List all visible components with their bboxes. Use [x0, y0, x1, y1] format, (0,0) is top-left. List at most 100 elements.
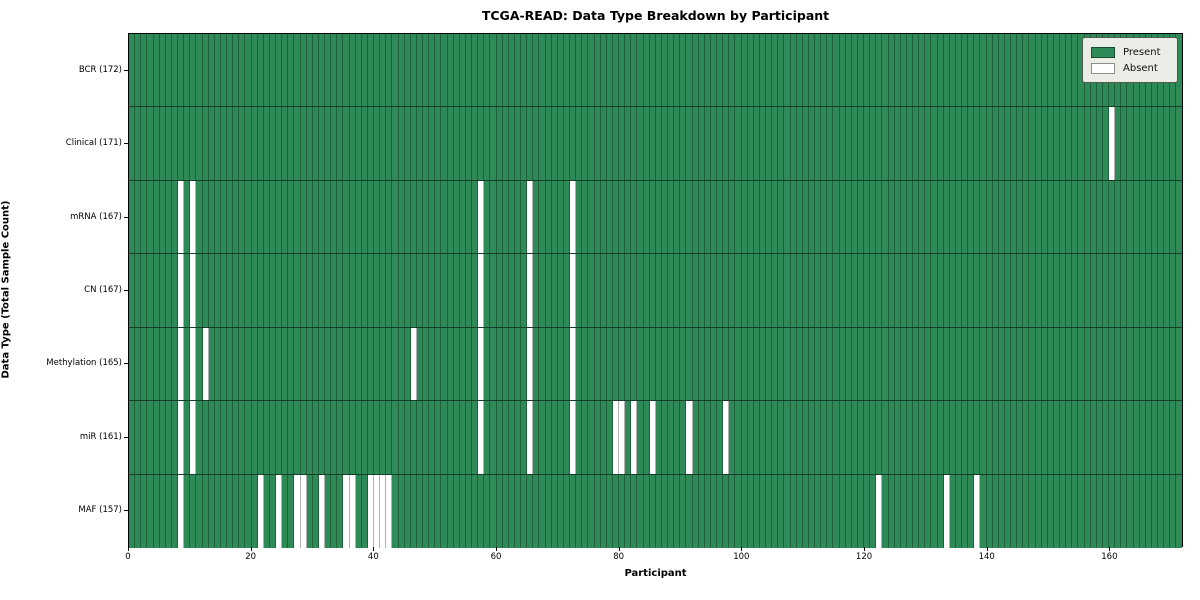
present-cell [423, 401, 430, 474]
present-cell [545, 474, 552, 548]
present-cell [919, 401, 926, 474]
present-cell [196, 474, 203, 548]
present-cell [129, 34, 136, 107]
present-cell [704, 34, 711, 107]
present-cell [827, 474, 834, 548]
present-cell [845, 401, 852, 474]
present-cell [202, 474, 209, 548]
present-cell [686, 474, 693, 548]
absent-cell [178, 327, 185, 401]
present-cell [808, 474, 815, 548]
present-cell [588, 254, 595, 327]
heatmap-row [129, 401, 1182, 475]
present-cell [214, 327, 221, 401]
present-cell [992, 180, 999, 254]
present-cell [1017, 107, 1024, 180]
present-cell [808, 180, 815, 254]
present-cell [1017, 34, 1024, 107]
present-cell [735, 34, 742, 107]
present-cell [233, 401, 240, 474]
present-cell [723, 327, 730, 401]
present-cell [465, 34, 472, 107]
present-cell [306, 107, 313, 180]
present-cell [790, 180, 797, 254]
present-cell [796, 474, 803, 548]
present-cell [214, 34, 221, 107]
present-cell [300, 107, 307, 180]
absent-cell [178, 254, 185, 327]
present-cell [502, 107, 509, 180]
present-cell [870, 34, 877, 107]
present-cell [251, 327, 258, 401]
legend: Present Absent [1082, 37, 1178, 83]
present-cell [980, 107, 987, 180]
present-cell [815, 401, 822, 474]
present-cell [876, 107, 883, 180]
present-cell [1066, 254, 1073, 327]
present-cell [710, 34, 717, 107]
present-cell [392, 401, 399, 474]
present-cell [1072, 474, 1079, 548]
present-cell [882, 254, 889, 327]
present-cell [686, 180, 693, 254]
present-cell [710, 327, 717, 401]
present-cell [1127, 474, 1134, 548]
present-cell [459, 34, 466, 107]
present-cell [490, 401, 497, 474]
present-cell [692, 401, 699, 474]
present-cell [563, 34, 570, 107]
absent-cell [570, 401, 577, 474]
present-cell [876, 34, 883, 107]
present-cell [913, 401, 920, 474]
present-cell [900, 107, 907, 180]
present-cell [1158, 401, 1165, 474]
present-cell [153, 327, 160, 401]
present-cell [551, 180, 558, 254]
absent-cell [202, 327, 209, 401]
present-cell [355, 474, 362, 548]
present-cell [735, 401, 742, 474]
present-cell [796, 401, 803, 474]
present-cell [1170, 401, 1177, 474]
present-cell [735, 474, 742, 548]
present-cell [306, 180, 313, 254]
present-cell [508, 34, 515, 107]
present-cell [233, 34, 240, 107]
present-cell [1176, 180, 1182, 254]
present-cell [919, 327, 926, 401]
present-cell [300, 401, 307, 474]
present-cell [710, 401, 717, 474]
present-cell [974, 34, 981, 107]
present-cell [735, 254, 742, 327]
present-cell [1011, 327, 1018, 401]
present-cell [135, 254, 142, 327]
present-cell [447, 107, 454, 180]
present-cell [612, 254, 619, 327]
present-cell [668, 401, 675, 474]
present-cell [661, 107, 668, 180]
present-cell [704, 401, 711, 474]
present-cell [576, 327, 583, 401]
present-cell [1072, 107, 1079, 180]
present-cell [870, 107, 877, 180]
present-cell [472, 327, 479, 401]
present-cell [802, 474, 809, 548]
present-cell [239, 107, 246, 180]
present-cell [1072, 180, 1079, 254]
present-cell [827, 327, 834, 401]
present-cell [698, 401, 705, 474]
present-cell [239, 254, 246, 327]
present-cell [502, 180, 509, 254]
present-cell [900, 327, 907, 401]
present-cell [1121, 401, 1128, 474]
present-cell [508, 254, 515, 327]
present-cell [220, 474, 227, 548]
present-cell [906, 254, 913, 327]
present-cell [943, 107, 950, 180]
present-cell [827, 107, 834, 180]
absent-cell [367, 474, 374, 548]
heatmap-row [129, 34, 1182, 108]
present-cell [631, 474, 638, 548]
present-cell [147, 180, 154, 254]
present-cell [857, 401, 864, 474]
